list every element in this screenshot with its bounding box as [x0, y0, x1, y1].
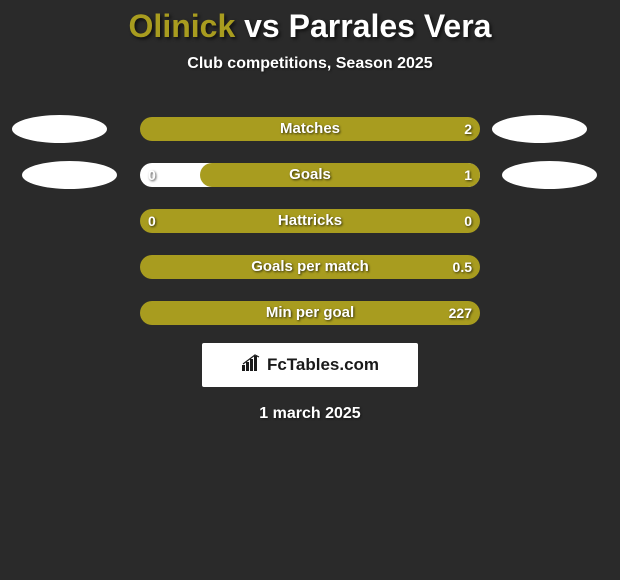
stat-row: Hattricks00 — [0, 205, 620, 237]
stat-row: Goals per match0.5 — [0, 251, 620, 283]
placeholder-ellipse — [492, 115, 587, 143]
stat-value-right: 1 — [140, 163, 472, 187]
stat-value-right: 227 — [140, 301, 472, 325]
stat-value-right: 0.5 — [140, 255, 472, 279]
bar-chart-icon — [241, 354, 261, 377]
brand-box: FcTables.com — [202, 343, 418, 387]
title-right: Parrales Vera — [289, 8, 492, 44]
subtitle: Club competitions, Season 2025 — [0, 55, 620, 73]
stat-value-right: 0 — [140, 209, 472, 233]
stat-value-right: 2 — [140, 117, 472, 141]
placeholder-ellipse — [12, 115, 107, 143]
brand-text: FcTables.com — [267, 355, 379, 375]
stat-row: Min per goal227 — [0, 297, 620, 329]
title-left: Olinick — [129, 8, 236, 44]
placeholder-ellipse — [22, 161, 117, 189]
comparison-chart: Matches2Goals01Hattricks00Goals per matc… — [0, 113, 620, 329]
title-vs: vs — [235, 8, 288, 44]
page-title: Olinick vs Parrales Vera — [0, 0, 620, 45]
placeholder-ellipse — [502, 161, 597, 189]
date-text: 1 march 2025 — [0, 405, 620, 423]
